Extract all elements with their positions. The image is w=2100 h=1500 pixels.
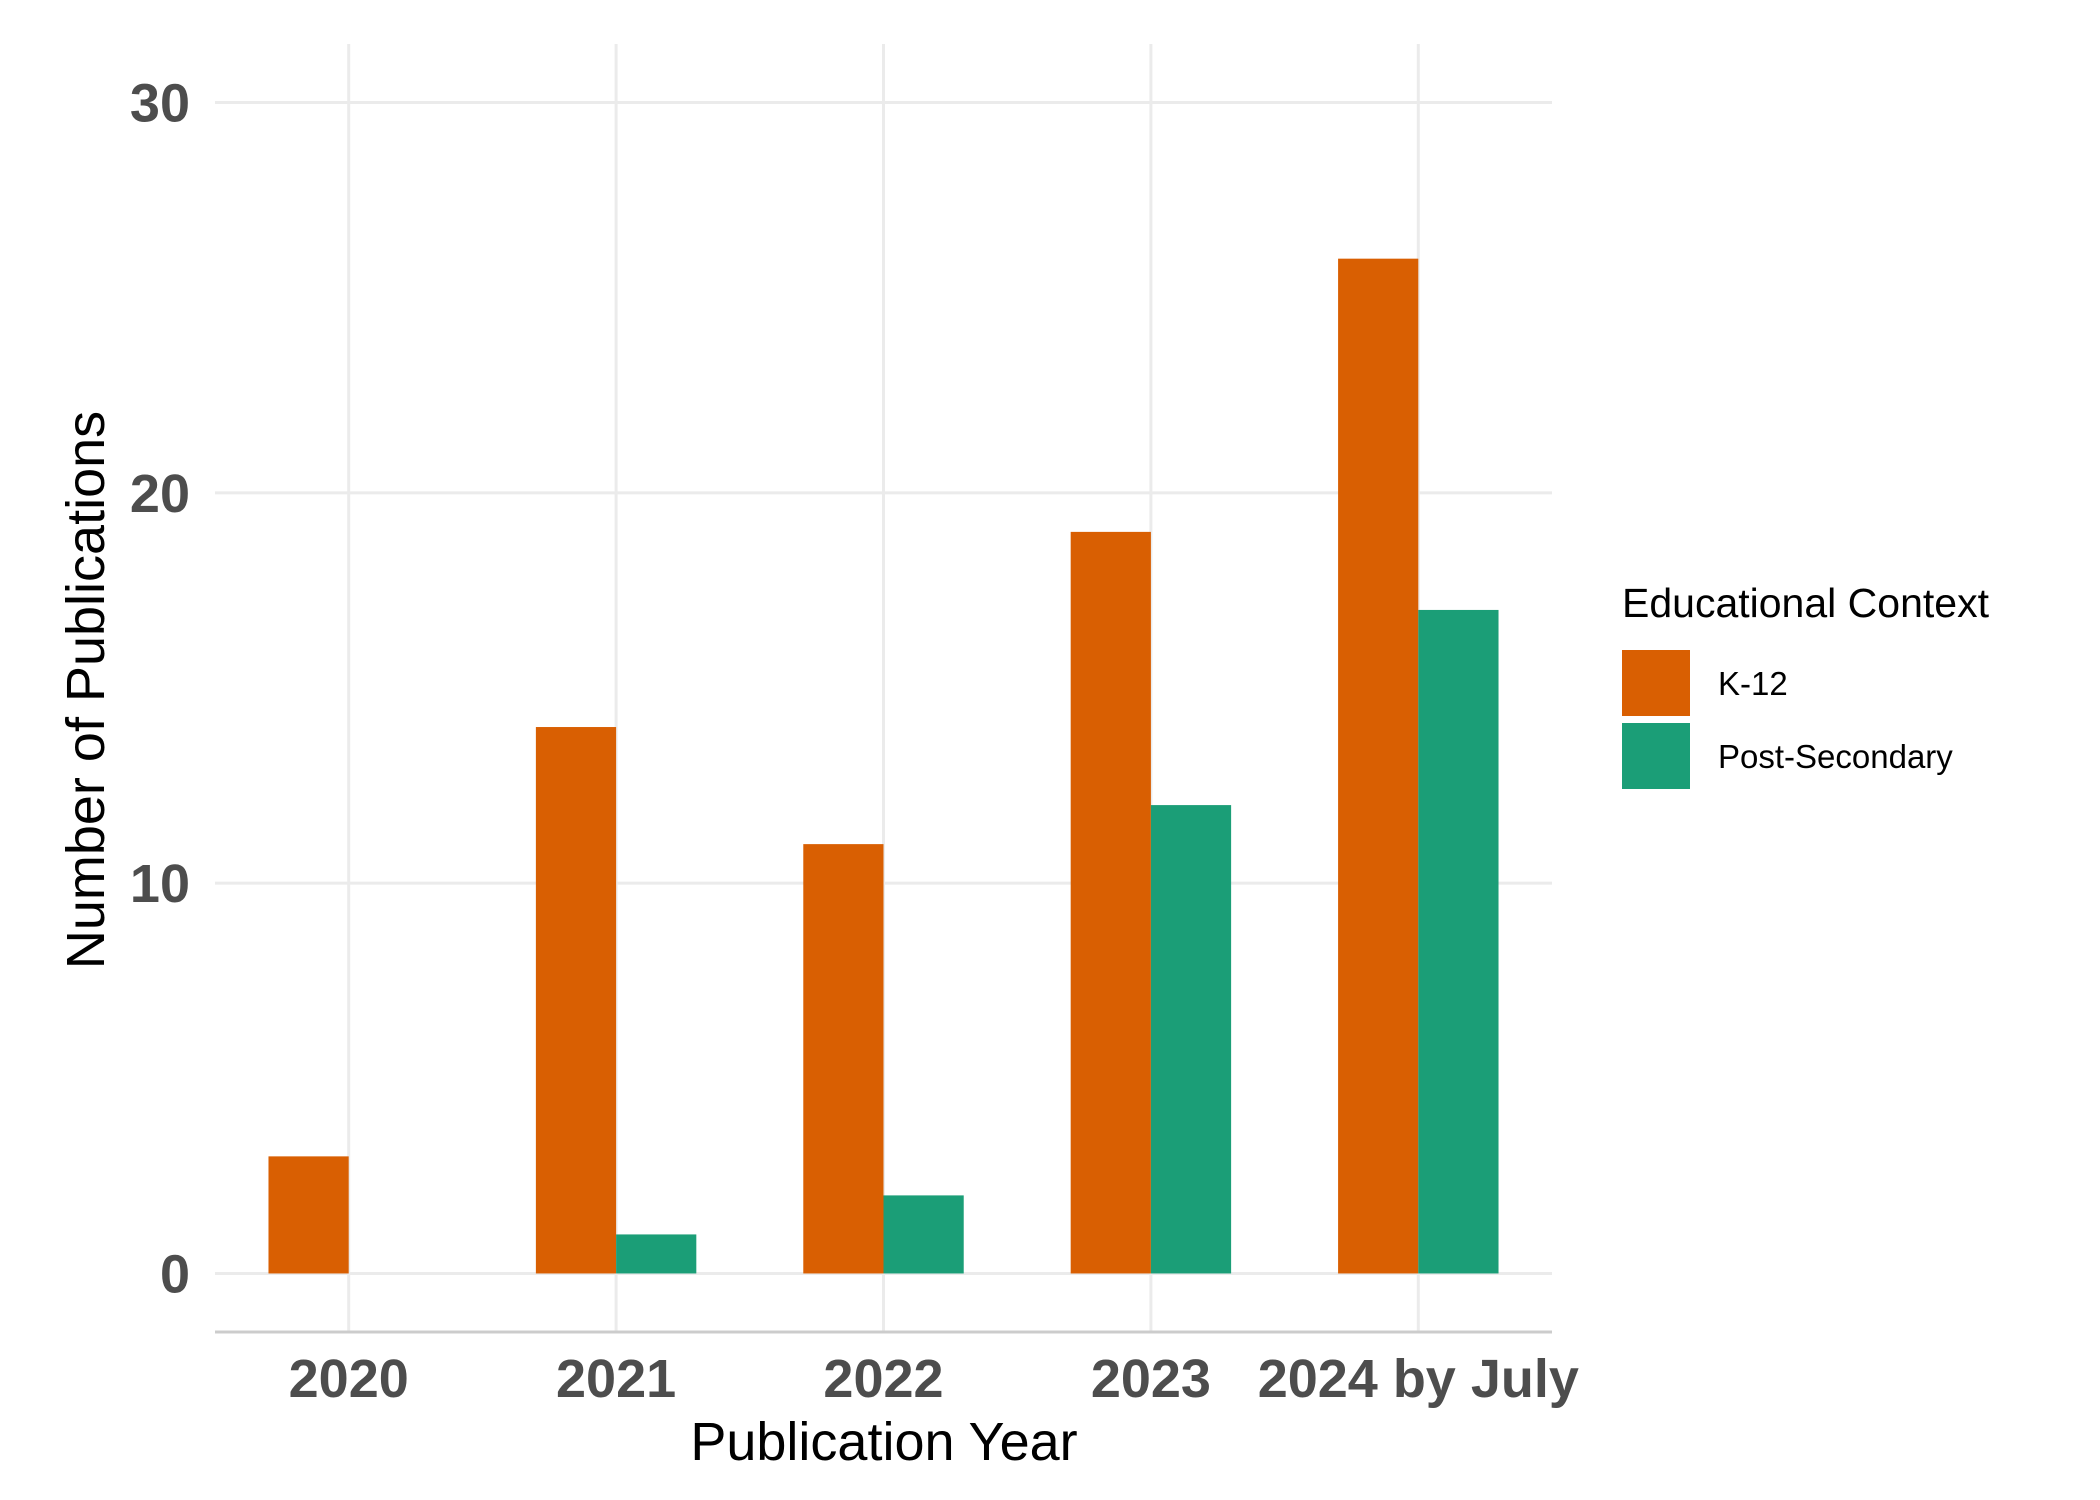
bar-post-secondary-2021 <box>616 1234 697 1274</box>
bar-post-secondary-2023 <box>1150 805 1232 1274</box>
x-tick-label: 2020 <box>289 1349 409 1409</box>
legend-items: K-12 Post-Secondary <box>1622 650 1953 789</box>
y-tick-label: 20 <box>130 464 190 524</box>
legend-label: K-12 <box>1718 665 1788 702</box>
y-tick-labels: 0 10 20 30 <box>130 74 190 1305</box>
x-tick-labels: 2020 2021 2022 2023 2024 by July <box>289 1349 1579 1409</box>
bar-post-secondary-2022 <box>883 1195 964 1274</box>
bar-k-12-2022 <box>803 844 884 1274</box>
x-axis-title: Publication Year <box>690 1412 1077 1472</box>
legend-swatch <box>1622 650 1690 716</box>
legend-title: Educational Context <box>1622 580 1990 626</box>
bar-k-12-2021 <box>535 727 617 1274</box>
x-tick-label: 2021 <box>556 1349 676 1409</box>
legend-label: Post-Secondary <box>1718 738 1953 775</box>
legend-swatch <box>1622 723 1690 789</box>
x-tick-label: 2023 <box>1091 1349 1211 1409</box>
x-tick-label: 2022 <box>823 1349 943 1409</box>
bar-post-secondary-2024-by-july <box>1418 609 1499 1274</box>
bar-k-12-2023 <box>1070 531 1151 1274</box>
x-tick-label: 2024 by July <box>1258 1349 1579 1409</box>
y-axis-title: Number of Publications <box>56 411 116 969</box>
bars <box>268 258 1499 1274</box>
bar-k-12-2024-by-july <box>1338 258 1419 1274</box>
bar-k-12-2020 <box>268 1156 349 1274</box>
y-tick-label: 10 <box>130 854 190 914</box>
legend: Educational Context K-12 Post-Secondary <box>1622 580 1990 789</box>
y-tick-label: 0 <box>160 1244 190 1304</box>
y-tick-label: 30 <box>130 74 190 134</box>
